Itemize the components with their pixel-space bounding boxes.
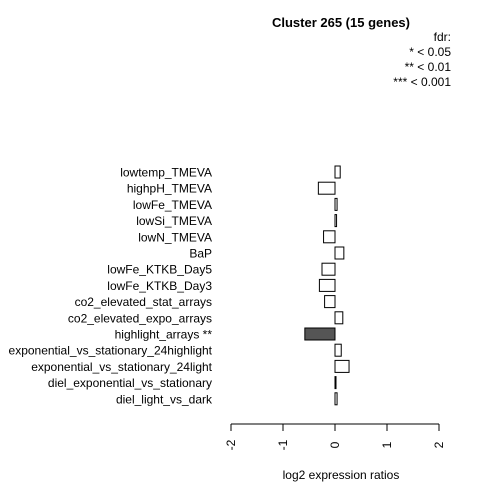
category-label: lowtemp_TMEVA <box>120 166 212 180</box>
x-axis: -2 -1 0 1 2 <box>224 423 446 450</box>
bar <box>334 197 338 211</box>
legend-entry: * < 0.05 <box>409 45 451 59</box>
category-label: diel_exponential_vs_stationary <box>48 376 212 390</box>
tick-label: -2 <box>224 439 238 450</box>
bar <box>323 230 336 244</box>
bar <box>321 262 336 276</box>
tick-label: -1 <box>276 439 290 450</box>
category-label: highpH_TMEVA <box>127 182 212 196</box>
category-label: lowSi_TMEVA <box>136 214 212 228</box>
category-label: lowN_TMEVA <box>138 230 212 244</box>
bar <box>334 376 337 390</box>
x-axis-label: log2 expression ratios <box>283 468 400 482</box>
category-label: co2_elevated_expo_arrays <box>68 311 212 325</box>
bar <box>304 327 336 341</box>
category-label: diel_light_vs_dark <box>116 392 213 406</box>
bar <box>318 278 336 292</box>
bar <box>334 214 338 228</box>
category-label: lowFe_KTKB_Day5 <box>107 263 212 277</box>
category-label: BaP <box>189 247 212 261</box>
category-label: lowFe_KTKB_Day3 <box>107 279 212 293</box>
category-label: co2_elevated_stat_arrays <box>75 295 212 309</box>
bar <box>334 392 338 406</box>
category-label: highlight_arrays ** <box>115 328 213 342</box>
bars <box>304 165 350 406</box>
category-label: lowFe_TMEVA <box>133 198 212 212</box>
category-label: exponential_vs_stationary_24light <box>31 360 212 374</box>
chart-title: Cluster 265 (15 genes) <box>272 15 410 30</box>
bar <box>317 181 336 195</box>
bar <box>334 343 342 357</box>
tick-label: 0 <box>328 441 342 448</box>
fdr-legend: fdr:* < 0.05** < 0.01*** < 0.001 <box>393 30 451 89</box>
bar <box>334 311 344 325</box>
tick-label: 1 <box>380 441 394 448</box>
category-label: exponential_vs_stationary_24highlight <box>9 344 213 358</box>
bar <box>334 165 341 179</box>
bar <box>334 246 345 260</box>
legend-entry: ** < 0.01 <box>405 60 452 74</box>
bar <box>324 295 336 309</box>
tick-label: 2 <box>432 441 446 448</box>
legend-entry: *** < 0.001 <box>393 75 451 89</box>
bar <box>334 359 350 373</box>
category-labels: lowtemp_TMEVA highpH_TMEVA lowFe_TMEVA lowS… <box>9 166 213 407</box>
legend-entry: fdr: <box>434 30 451 44</box>
